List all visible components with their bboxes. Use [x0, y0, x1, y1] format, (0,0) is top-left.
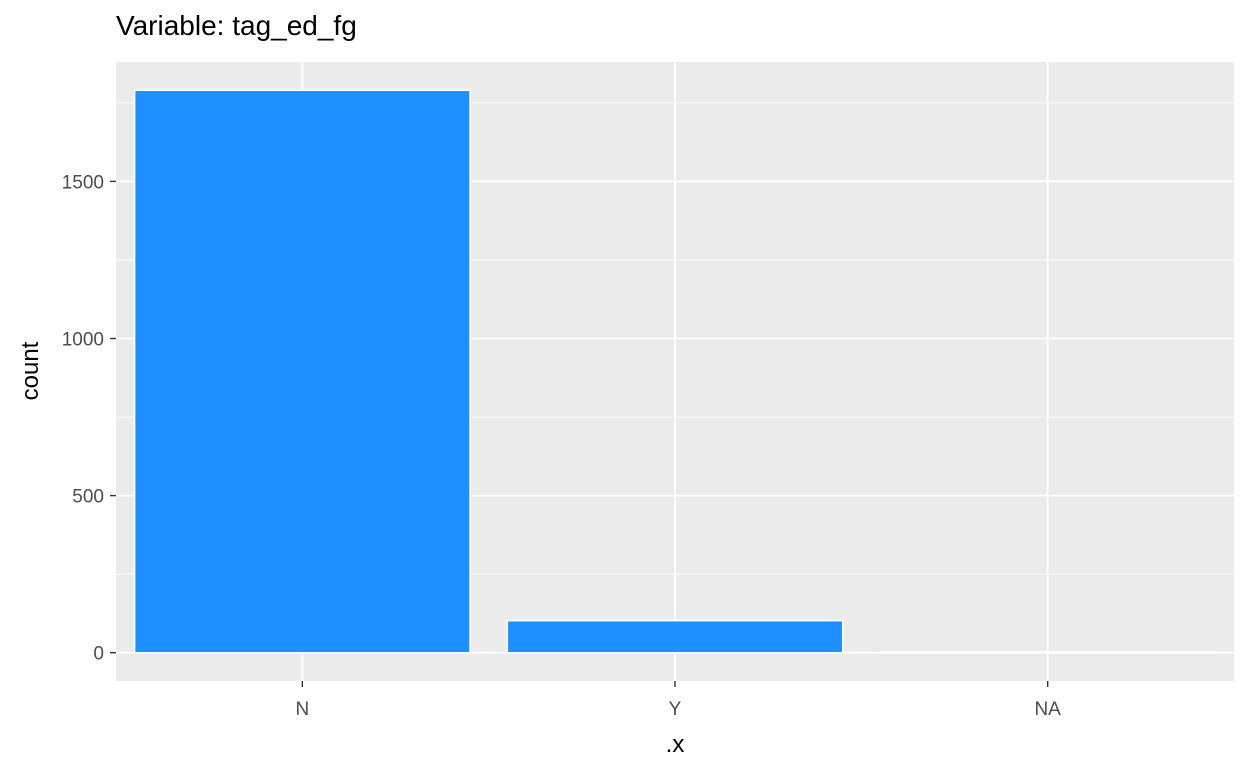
- bar-na: [879, 651, 1217, 654]
- bars: [133, 89, 1217, 654]
- y-axis-title: count: [17, 341, 44, 400]
- x-axis-title: .x: [666, 731, 685, 758]
- chart-title: Variable: tag_ed_fg: [116, 10, 357, 41]
- bar-n: [133, 89, 471, 654]
- bar-y: [506, 619, 844, 654]
- y-tick-label: 1000: [62, 330, 104, 351]
- y-tick-label: 1500: [62, 172, 104, 193]
- x-tick-label: N: [295, 699, 309, 720]
- x-tick-label: NA: [1034, 699, 1061, 720]
- y-tick-label: 0: [93, 644, 104, 665]
- x-axis: N Y NA: [295, 681, 1061, 720]
- x-tick-label: Y: [669, 699, 682, 720]
- y-axis: 0 500 1000 1500: [62, 172, 116, 665]
- y-tick-label: 500: [72, 487, 104, 508]
